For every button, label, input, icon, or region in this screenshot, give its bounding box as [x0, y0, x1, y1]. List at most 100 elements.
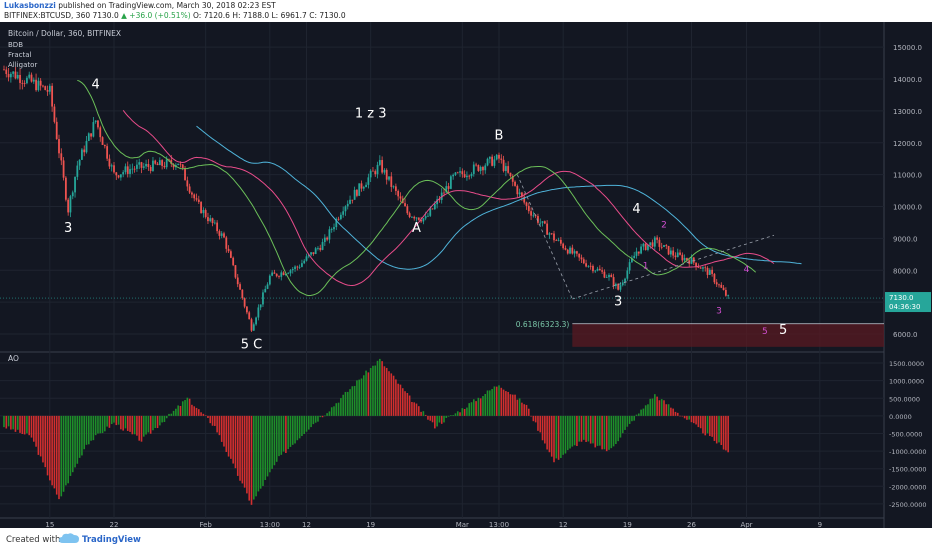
candle-body: [218, 231, 221, 236]
candle-body: [647, 245, 649, 250]
ao-bar: [617, 415, 619, 442]
candle-body: [266, 284, 269, 289]
legend-indicator-fractal[interactable]: Fractal: [8, 51, 32, 59]
candle-body: [305, 256, 308, 261]
candle-body: [140, 162, 143, 168]
candle-body: [502, 159, 505, 172]
time-tick-label: 19: [366, 521, 375, 528]
price-tick-label: 6000.0: [893, 331, 918, 339]
candle-body: [163, 165, 166, 168]
ao-bar: [12, 415, 14, 430]
candle-body: [154, 160, 157, 164]
candle-body: [259, 304, 262, 308]
candle-body: [626, 270, 629, 279]
ao-bar: [285, 415, 287, 453]
ao-bar: [117, 415, 120, 425]
candle-body: [594, 270, 597, 272]
candle-body: [58, 139, 60, 154]
candle-body: [298, 266, 301, 268]
ao-bar: [665, 404, 668, 416]
ao-bar: [184, 400, 186, 416]
legend-indicator-bdb[interactable]: BDB: [8, 41, 23, 49]
author-link[interactable]: Lukasbonzzi: [4, 1, 56, 10]
ao-bar: [445, 415, 448, 418]
ao-bar: [376, 360, 379, 416]
candle-body: [449, 176, 452, 189]
candle-body: [585, 263, 587, 267]
ao-bar: [259, 415, 262, 489]
ao-bar: [374, 365, 377, 416]
candle-body: [19, 75, 21, 83]
candle-body: [601, 270, 604, 272]
candle-body: [161, 160, 164, 166]
ao-bar: [333, 406, 335, 416]
ao-bar: [516, 399, 519, 416]
candle-body: [566, 249, 569, 254]
candle-body: [92, 122, 95, 137]
candle-body: [722, 287, 725, 290]
candle-body: [225, 237, 228, 249]
ao-bar: [120, 415, 122, 430]
last-price-label: 7130.0: [889, 294, 914, 302]
candle-body: [420, 219, 422, 222]
time-tick-label: Mar: [456, 521, 469, 528]
candle-body: [149, 167, 152, 171]
candle-body: [482, 166, 484, 171]
candle-body: [339, 214, 342, 220]
ao-bar: [356, 380, 358, 416]
candle-body: [383, 169, 386, 173]
countdown-label: 04:36:30: [889, 303, 920, 311]
ao-bar: [170, 413, 173, 416]
ao-bar: [92, 415, 95, 441]
candle-body: [28, 74, 31, 78]
tradingview-brand[interactable]: TradingView: [82, 535, 141, 545]
candle-body: [637, 251, 640, 254]
ao-bar: [470, 402, 473, 416]
ao-bar: [688, 415, 691, 420]
ao-bar: [477, 397, 480, 416]
candle-body: [610, 274, 613, 278]
candle-body: [39, 80, 42, 86]
candle-body: [493, 159, 496, 166]
ao-bar: [576, 415, 578, 447]
candle-body: [628, 262, 631, 271]
ao-bar: [365, 370, 367, 416]
candle-body: [202, 210, 205, 214]
ao-bar: [518, 398, 521, 416]
ao-bar: [548, 415, 551, 453]
ao-bar: [301, 415, 303, 437]
legend-indicator-alligator[interactable]: Alligator: [8, 61, 37, 69]
ao-bar: [243, 415, 246, 488]
candle-body: [211, 218, 214, 224]
ao-bar: [642, 408, 645, 416]
candle-body: [158, 160, 161, 166]
candle-body: [392, 186, 395, 188]
ao-bar: [633, 415, 636, 421]
ao-bar: [328, 411, 331, 416]
ao-bar: [491, 389, 493, 416]
ao-bar: [239, 415, 241, 481]
candle-body: [614, 283, 617, 286]
candle-body: [252, 324, 255, 331]
ao-bar: [578, 415, 581, 442]
candle-body: [30, 74, 33, 82]
ao-bar: [447, 415, 450, 417]
candle-body: [346, 203, 349, 207]
candle-body: [115, 172, 118, 176]
candle-body: [227, 248, 230, 252]
candle-body: [273, 272, 276, 274]
price-tick-label: 15000.0: [893, 44, 922, 52]
ao-bar: [159, 415, 161, 426]
ao-bar: [720, 415, 723, 446]
ao-bar: [193, 406, 196, 416]
time-tick-label: 19: [623, 521, 632, 528]
wave-label: 3: [64, 221, 72, 236]
candle-body: [184, 168, 186, 181]
ao-bar: [131, 415, 134, 435]
candle-body: [429, 208, 432, 216]
candle-body: [438, 199, 441, 201]
candle-body: [681, 254, 684, 261]
tradingview-cloud-icon: [59, 533, 79, 543]
